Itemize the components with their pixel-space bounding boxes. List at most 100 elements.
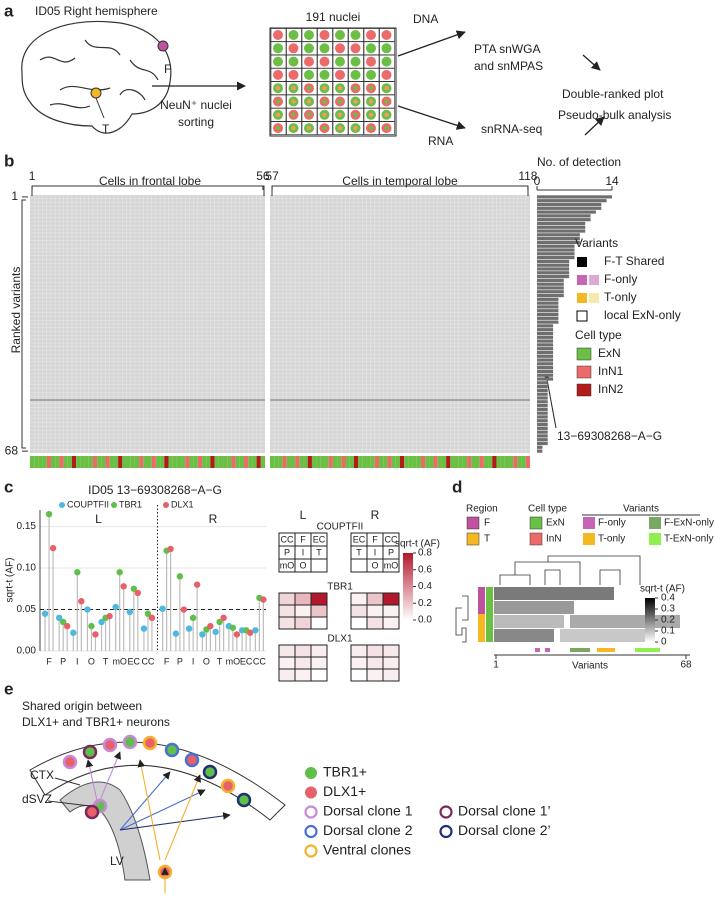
well — [301, 94, 318, 109]
x-tick-label: mO — [112, 656, 127, 666]
region-label: CC — [385, 534, 398, 544]
region-label: I — [374, 547, 377, 557]
bar — [537, 214, 591, 218]
cell-type — [206, 456, 211, 468]
output: Double-ranked plot — [562, 87, 664, 101]
heat-cell — [382, 644, 400, 658]
nucleus-rna — [337, 125, 343, 131]
bar — [537, 259, 570, 263]
nucleus-rna — [368, 112, 374, 118]
nucleus — [273, 69, 283, 80]
dot — [120, 583, 127, 590]
well — [363, 121, 380, 135]
cell-type — [105, 456, 110, 468]
well — [301, 54, 318, 69]
cell-tick-label: 118 — [518, 169, 537, 183]
dot — [59, 618, 67, 626]
cell-type — [63, 456, 68, 468]
legend-label: T — [484, 534, 490, 545]
well — [317, 54, 333, 69]
cell — [102, 737, 118, 753]
nucleus — [319, 56, 330, 67]
y-tick-label: 68 — [5, 443, 19, 457]
nucleus — [335, 43, 345, 54]
bar — [537, 343, 554, 347]
cell-type — [256, 456, 261, 468]
heat-cell — [278, 644, 296, 658]
detection-title: No. of detection — [537, 155, 621, 169]
legend-title: sqrt-t (AF) — [640, 584, 685, 595]
legend-dot — [111, 502, 117, 508]
cell-type — [513, 456, 518, 468]
cell-type — [71, 456, 77, 468]
heat-cell — [366, 656, 384, 670]
cell-type — [345, 456, 350, 468]
legend-label: Dorsal clone 1 — [323, 803, 413, 819]
cell — [62, 754, 78, 770]
cell-type — [374, 456, 380, 468]
nucleus-rna — [353, 99, 358, 104]
region-label: CC — [281, 534, 294, 544]
x-tick-label: I — [192, 656, 195, 666]
nucleus-rna — [384, 99, 389, 104]
color-bar — [403, 553, 413, 620]
legend-swatch — [576, 347, 592, 361]
method: snRNA-seq — [481, 122, 542, 136]
well — [348, 121, 364, 135]
dot — [233, 631, 241, 638]
nucleus — [366, 56, 376, 67]
x-tick-label: 68 — [680, 660, 692, 671]
heat-cell — [278, 604, 296, 618]
gene-title: DLX1 — [327, 634, 352, 645]
well — [363, 94, 380, 109]
nucleus — [335, 56, 345, 67]
x-tick-label: CC — [141, 656, 154, 666]
cell-type — [160, 456, 165, 468]
scale-label: 0.6 — [418, 564, 432, 575]
well — [286, 108, 302, 122]
region-label: O — [299, 560, 306, 570]
well — [301, 81, 318, 95]
cell-type — [492, 456, 497, 468]
cell-type — [320, 456, 325, 468]
heat-cell — [366, 604, 384, 618]
heat-cell — [294, 604, 312, 618]
cell-type — [34, 456, 39, 468]
cell — [82, 744, 98, 760]
scale-label: 0.4 — [418, 581, 432, 592]
legend-swatch — [649, 517, 661, 529]
bar — [537, 271, 570, 275]
bar — [537, 225, 586, 229]
nucleus — [381, 69, 392, 80]
cell-type — [274, 456, 279, 468]
legend-label: DLX1 — [171, 499, 194, 509]
heat-cell — [350, 644, 368, 658]
bar — [537, 449, 543, 453]
cell-type — [113, 456, 119, 468]
nucleus-rna — [291, 99, 296, 104]
legend-label: InN — [546, 534, 562, 545]
legend-marker — [305, 786, 317, 799]
cell-type — [118, 456, 123, 468]
bar — [537, 297, 559, 301]
region-label: T — [102, 122, 110, 136]
bar — [537, 377, 554, 381]
heat-cell — [294, 656, 312, 670]
dot — [176, 573, 184, 580]
group-label: Cells in temporal lobe — [342, 174, 458, 188]
dot — [246, 629, 254, 636]
nucleus-rna — [384, 125, 389, 131]
nucleus-rna — [275, 125, 281, 131]
bar — [537, 267, 570, 271]
region-label: mO — [384, 560, 399, 570]
cell — [122, 734, 138, 750]
pointer — [95, 97, 105, 119]
region-label: T — [316, 547, 322, 557]
well — [270, 94, 287, 109]
heat-cell — [294, 592, 312, 606]
cell-type — [412, 456, 417, 468]
legend-label: F — [484, 518, 490, 529]
bar — [537, 331, 554, 336]
heat-cell — [310, 656, 328, 670]
